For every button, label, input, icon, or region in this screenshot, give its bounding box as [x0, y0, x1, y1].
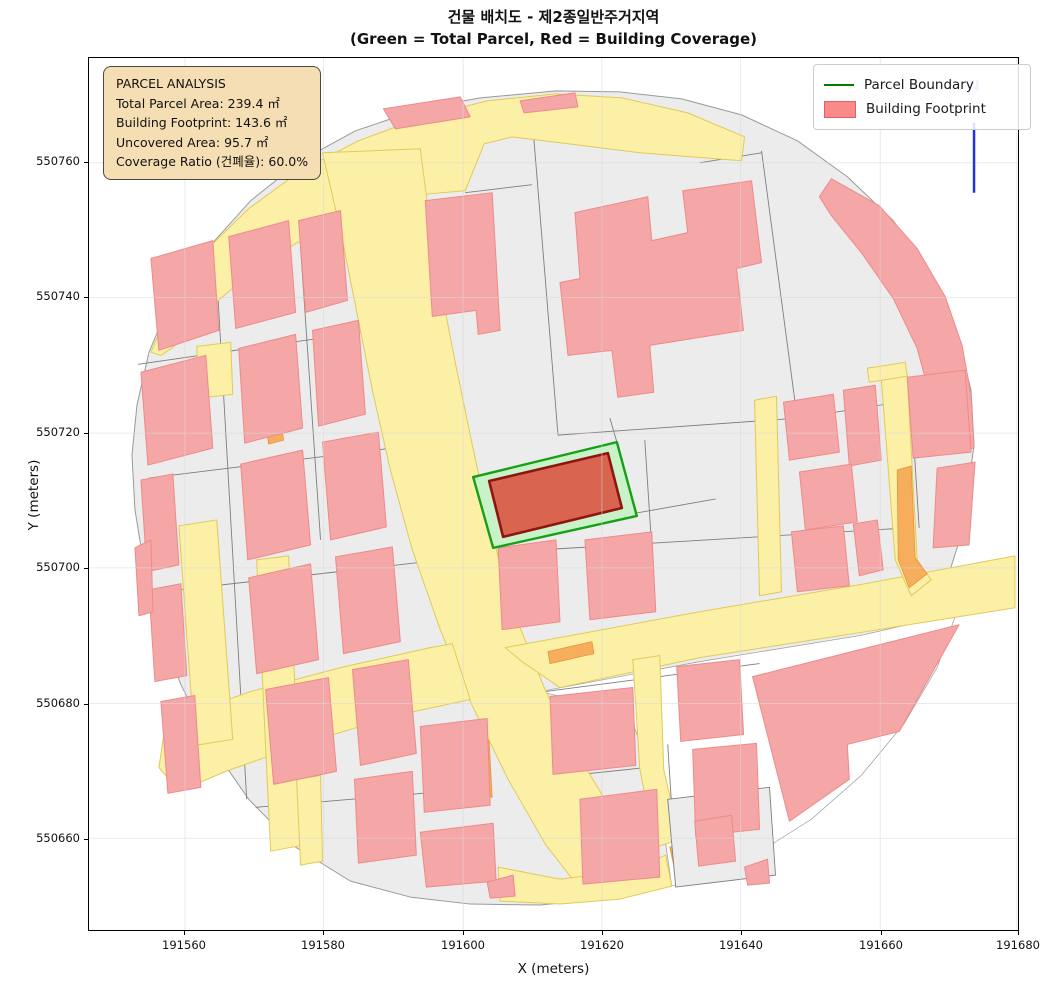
info-line-4: Coverage Ratio (건폐율): 60.0%	[116, 154, 309, 169]
building-footprint	[148, 583, 188, 683]
road-accent	[547, 641, 595, 665]
y-tick-mark	[84, 161, 88, 163]
x-axis-label: X (meters)	[517, 961, 590, 977]
x-tick-label: 191620	[580, 938, 624, 952]
building-footprint	[752, 624, 960, 822]
legend-label-parcel-boundary: Parcel Boundary	[864, 77, 974, 93]
road-polygon	[754, 395, 782, 597]
road-accent	[896, 465, 928, 589]
building-footprint	[744, 858, 771, 886]
parcel-boundary-line	[636, 498, 716, 514]
parcel-boundary-line	[644, 440, 653, 548]
building-footprint	[228, 220, 297, 329]
y-tick-label: 550720	[36, 425, 80, 439]
red-patch-swatch	[824, 100, 856, 118]
info-line-2: Building Footprint: 143.6 ㎡	[116, 115, 288, 130]
x-tick-label: 191640	[719, 938, 763, 952]
building-footprint	[782, 393, 840, 461]
y-axis-label: Y (meters)	[26, 459, 42, 531]
building-footprint	[579, 788, 661, 885]
green-line-swatch	[824, 84, 854, 86]
building-footprint	[248, 563, 320, 675]
building-footprint	[353, 770, 417, 864]
info-line-0: PARCEL ANALYSIS	[116, 76, 226, 91]
x-tick-mark	[183, 931, 185, 935]
building-footprint	[852, 519, 884, 577]
building-footprint	[240, 449, 312, 561]
target-building-footprint	[487, 451, 624, 539]
chart-title-line1: 건물 배치도 - 제2종일반주거지역	[447, 8, 660, 26]
road-polygon	[866, 361, 908, 383]
building-footprint	[559, 180, 763, 398]
building-footprint	[692, 742, 761, 837]
road-polygon	[504, 555, 1016, 689]
building-footprint	[486, 874, 516, 899]
y-tick-mark	[84, 296, 88, 298]
building-footprint	[519, 92, 579, 114]
y-tick-mark	[84, 703, 88, 705]
building-footprint	[419, 822, 497, 888]
building-footprint	[335, 546, 401, 655]
building-footprint	[694, 814, 737, 867]
building-footprint	[790, 525, 850, 593]
x-tick-mark	[880, 931, 882, 935]
x-tick-label: 191660	[859, 938, 903, 952]
building-footprint	[798, 463, 858, 531]
building-footprint	[584, 531, 657, 621]
parcel-boundary-line	[761, 150, 798, 421]
building-footprint	[160, 695, 202, 794]
building-footprint	[497, 539, 561, 631]
y-tick-mark	[84, 838, 88, 840]
chart-title: 건물 배치도 - 제2종일반주거지역 (Green = Total Parcel…	[88, 6, 1019, 50]
legend: Parcel Boundary Building Footprint	[813, 64, 1031, 130]
building-footprint	[419, 717, 491, 813]
building-footprint	[549, 687, 637, 775]
y-tick-mark	[84, 432, 88, 434]
parcel-boundary-line	[532, 128, 559, 436]
legend-label-building-footprint: Building Footprint	[866, 101, 986, 117]
y-tick-label: 550700	[36, 560, 80, 574]
x-tick-mark	[322, 931, 324, 935]
building-footprint	[906, 369, 972, 459]
y-tick-label: 550760	[36, 154, 80, 168]
parcel-boundary-line	[609, 418, 618, 443]
parcel-boundary-line	[465, 184, 533, 194]
map-svg: N	[89, 58, 1018, 930]
plot-area: N PARCEL ANALYSIS Total Parcel Area: 239…	[88, 57, 1031, 931]
info-line-3: Uncovered Area: 95.7 ㎡	[116, 134, 269, 150]
x-tick-label: 191680	[996, 938, 1040, 952]
x-tick-mark	[740, 931, 742, 935]
x-tick-mark	[1017, 931, 1019, 935]
building-footprint	[842, 384, 882, 467]
chart-title-line2: (Green = Total Parcel, Red = Building Co…	[350, 30, 757, 48]
building-footprint	[140, 354, 214, 466]
road-polygon	[178, 519, 234, 746]
y-tick-label: 550740	[36, 289, 80, 303]
x-tick-label: 191560	[162, 938, 206, 952]
legend-item-parcel-boundary: Parcel Boundary	[824, 73, 1020, 97]
parcel-analysis-box: PARCEL ANALYSIS Total Parcel Area: 239.4…	[103, 66, 322, 180]
building-footprint	[134, 539, 154, 617]
y-tick-mark	[84, 567, 88, 569]
building-footprint	[676, 659, 745, 742]
legend-item-building-footprint: Building Footprint	[824, 97, 1020, 121]
building-footprint	[932, 461, 976, 549]
x-tick-label: 191580	[301, 938, 345, 952]
building-footprint	[265, 677, 337, 785]
road-polygon	[296, 774, 324, 866]
building-footprint	[382, 96, 471, 130]
building-footprint	[238, 333, 304, 444]
y-tick-label: 550660	[36, 831, 80, 845]
info-line-1: Total Parcel Area: 239.4 ㎡	[116, 95, 280, 111]
x-tick-mark	[462, 931, 464, 935]
x-tick-label: 191600	[441, 938, 485, 952]
building-footprint	[312, 319, 366, 427]
y-tick-label: 550680	[36, 696, 80, 710]
building-footprint	[322, 431, 387, 541]
building-footprint	[351, 659, 417, 766]
x-tick-mark	[601, 931, 603, 935]
